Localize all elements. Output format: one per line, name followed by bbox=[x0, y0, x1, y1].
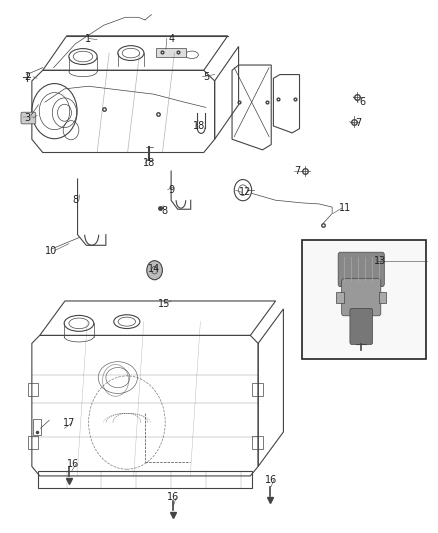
Text: 1: 1 bbox=[85, 34, 92, 44]
Bar bbox=[33, 419, 41, 435]
Text: 5: 5 bbox=[203, 71, 209, 82]
FancyBboxPatch shape bbox=[21, 112, 36, 124]
Text: 10: 10 bbox=[45, 246, 57, 256]
Text: 16: 16 bbox=[167, 492, 180, 502]
Text: 7: 7 bbox=[294, 166, 300, 176]
Text: 3: 3 bbox=[25, 113, 31, 123]
Bar bbox=[302, 240, 426, 359]
Bar bbox=[156, 48, 186, 56]
FancyBboxPatch shape bbox=[338, 252, 384, 287]
Text: 2: 2 bbox=[25, 71, 31, 82]
Text: 4: 4 bbox=[168, 34, 174, 44]
Text: 13: 13 bbox=[374, 256, 386, 266]
Text: 11: 11 bbox=[339, 203, 351, 213]
Text: 16: 16 bbox=[265, 475, 277, 484]
Text: 15: 15 bbox=[159, 298, 171, 309]
Text: 12: 12 bbox=[239, 187, 251, 197]
Text: 18: 18 bbox=[193, 121, 205, 131]
Text: 8: 8 bbox=[72, 195, 78, 205]
Text: 7: 7 bbox=[355, 118, 361, 128]
FancyBboxPatch shape bbox=[350, 309, 373, 344]
FancyBboxPatch shape bbox=[342, 279, 381, 316]
Text: 8: 8 bbox=[162, 206, 168, 216]
Bar bbox=[378, 292, 386, 303]
Bar bbox=[252, 383, 262, 397]
Text: 14: 14 bbox=[148, 264, 160, 274]
Text: 9: 9 bbox=[168, 184, 174, 195]
Bar bbox=[28, 436, 39, 449]
Text: 16: 16 bbox=[67, 459, 79, 469]
Bar bbox=[28, 383, 39, 397]
Text: 18: 18 bbox=[143, 158, 155, 168]
Text: 17: 17 bbox=[63, 418, 75, 428]
Text: 6: 6 bbox=[360, 97, 366, 107]
Bar bbox=[252, 436, 262, 449]
Bar bbox=[336, 292, 344, 303]
Circle shape bbox=[147, 261, 162, 280]
